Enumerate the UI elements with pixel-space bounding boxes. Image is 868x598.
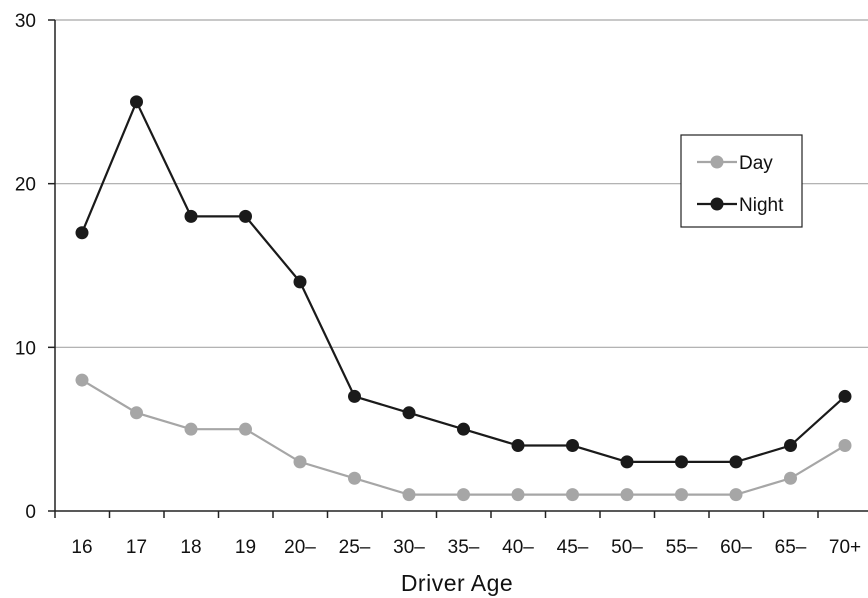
data-point-day [75, 373, 89, 387]
data-point-day [239, 422, 252, 436]
x-tick-label: 70+ [829, 537, 861, 558]
y-tick-label-10: 10 [15, 338, 36, 359]
data-point-night [348, 389, 361, 403]
data-point-day [566, 488, 579, 502]
data-point-night [293, 275, 307, 289]
data-point-night [457, 422, 470, 436]
y-tick-label-0: 0 [25, 502, 36, 523]
x-tick-label: 55– [666, 537, 698, 558]
y-axis-ticks: 0 10 20 30 [15, 11, 55, 523]
data-point-day [184, 422, 198, 436]
series-line-day [81, 379, 846, 496]
x-tick-label: 65– [775, 537, 807, 558]
data-point-day [293, 455, 307, 469]
data-point-day [130, 406, 143, 420]
data-point-day [729, 488, 743, 502]
x-tick-label: 35– [448, 537, 480, 558]
legend-marker-day [710, 155, 724, 169]
axes [54, 20, 868, 512]
legend-marker-night [710, 197, 724, 211]
legend: Day Night [680, 134, 803, 228]
x-tick-label: 18 [180, 537, 201, 558]
data-point-night [239, 209, 252, 223]
data-point-day [620, 488, 634, 502]
data-point-day [838, 439, 852, 453]
x-axis-title: Driver Age [401, 570, 513, 596]
x-tick-label: 45– [557, 537, 589, 558]
legend-label-night: Night [739, 195, 784, 216]
x-tick-label: 25– [339, 537, 371, 558]
data-point-night [184, 209, 198, 223]
data-point-night [620, 455, 634, 469]
x-tick-label: 40– [502, 537, 534, 558]
data-point-day [457, 488, 470, 502]
x-tick-label: 50– [611, 537, 643, 558]
data-point-night [130, 95, 143, 109]
y-tick-label-30: 30 [15, 11, 36, 32]
x-tick-label: 19 [235, 537, 256, 558]
data-point-day [511, 488, 525, 502]
data-point-day [348, 471, 361, 485]
data-point-night [784, 439, 797, 453]
legend-box [680, 134, 803, 228]
data-point-night [75, 226, 89, 240]
data-point-night [838, 389, 852, 403]
data-point-night [402, 406, 416, 420]
data-point-day [675, 488, 688, 502]
x-tick-label: 20– [284, 537, 316, 558]
data-point-day [402, 488, 416, 502]
data-point-night [511, 439, 525, 453]
data-point-night [566, 439, 579, 453]
x-axis-ticks: 16 17 18 19 20– 25– 30– 35– 40– 45– 50– 55– 60– 65– 70… [54, 511, 861, 558]
x-tick-label: 17 [126, 537, 147, 558]
y-tick-label-20: 20 [15, 175, 36, 196]
series-lines [75, 95, 852, 502]
data-point-day [784, 471, 797, 485]
data-point-night [675, 455, 688, 469]
x-tick-label: 60– [720, 537, 752, 558]
data-point-night [729, 455, 743, 469]
x-tick-label: 30– [393, 537, 425, 558]
legend-label-day: Day [739, 153, 773, 174]
x-tick-label: 16 [71, 537, 92, 558]
